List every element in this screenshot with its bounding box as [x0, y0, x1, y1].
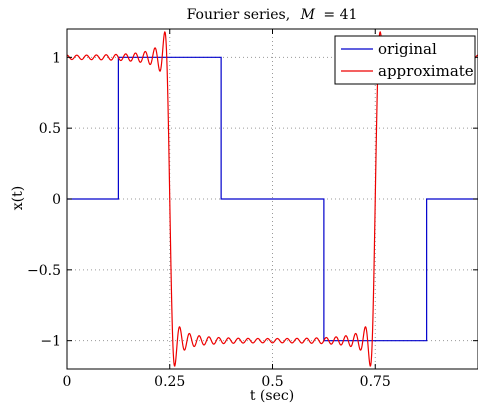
y-axis-label: x(t): [10, 186, 26, 210]
y-tick-label: 1: [52, 50, 61, 66]
x-tick-label: 0: [63, 374, 72, 390]
legend-label-approximate: approximate: [378, 62, 474, 80]
y-tick-label: 0.5: [39, 121, 61, 137]
y-tick-label: −0.5: [27, 263, 61, 279]
x-tick-labels: 0 0.25 0.5 0.75: [63, 374, 391, 390]
chart-title-text: Fourier series,: [187, 7, 291, 23]
x-tick-label: 0.5: [261, 374, 283, 390]
tick-marks: [66, 29, 478, 369]
y-tick-label: 0: [52, 192, 61, 208]
legend: original approximate: [334, 35, 476, 85]
legend-label-original: original: [378, 40, 437, 58]
chart-title: Fourier series, M = 41: [187, 7, 358, 23]
chart-title-value: = 41: [323, 7, 357, 23]
legend-box: [334, 35, 476, 85]
series-original-line: [67, 56, 478, 342]
chart-title-param: M: [300, 7, 316, 23]
x-tick-label: 0.25: [154, 374, 185, 390]
x-axis-label: t (sec): [250, 388, 294, 404]
y-tick-label: −1: [40, 334, 61, 350]
x-tick-label: 0.75: [360, 374, 391, 390]
y-tick-labels: 1 0.5 0 −0.5 −1: [27, 50, 61, 349]
